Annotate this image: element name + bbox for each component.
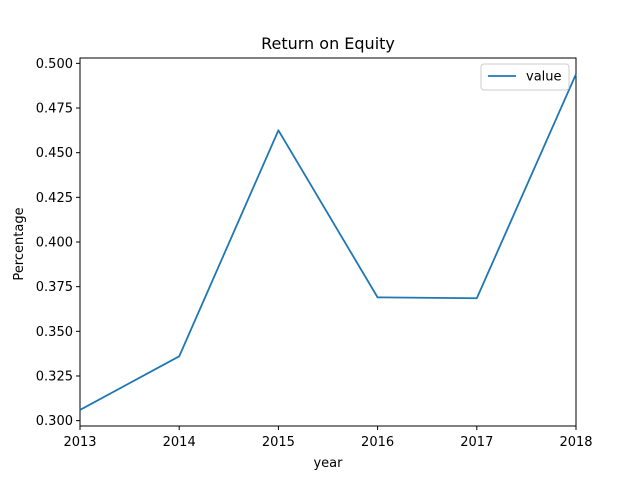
y-tick-label: 0.475 bbox=[36, 102, 73, 117]
y-axis-label: Percentage bbox=[12, 207, 27, 280]
y-tick-label: 0.350 bbox=[36, 325, 73, 340]
y-tick-label: 0.375 bbox=[36, 280, 73, 295]
x-tick-label: 2017 bbox=[460, 435, 493, 450]
y-tick-label: 0.450 bbox=[36, 146, 73, 161]
series-line-value bbox=[79, 73, 577, 411]
x-tick-label: 2016 bbox=[361, 435, 394, 450]
x-tick-label: 2013 bbox=[63, 435, 96, 450]
x-axis: 2013 2014 2015 2016 2017 2018 bbox=[63, 426, 593, 450]
legend-box bbox=[480, 63, 570, 91]
series-layer bbox=[79, 73, 577, 411]
y-tick-label: 0.425 bbox=[36, 191, 73, 206]
y-tick-label: 0.325 bbox=[36, 369, 73, 384]
x-tick-label: 2014 bbox=[163, 435, 196, 450]
y-tick-label: 0.300 bbox=[36, 414, 73, 429]
y-tick-label: 0.500 bbox=[36, 57, 73, 72]
legend: value bbox=[480, 63, 570, 91]
chart-title: Return on Equity bbox=[261, 34, 395, 53]
legend-label: value bbox=[526, 70, 562, 85]
x-tick-label: 2018 bbox=[559, 435, 592, 450]
x-tick-label: 2015 bbox=[262, 435, 295, 450]
y-tick-label: 0.400 bbox=[36, 236, 73, 251]
x-axis-label: year bbox=[313, 456, 343, 471]
y-axis: 0.300 0.325 0.350 0.375 0.400 0.425 0.450 0.475… bbox=[36, 57, 80, 429]
